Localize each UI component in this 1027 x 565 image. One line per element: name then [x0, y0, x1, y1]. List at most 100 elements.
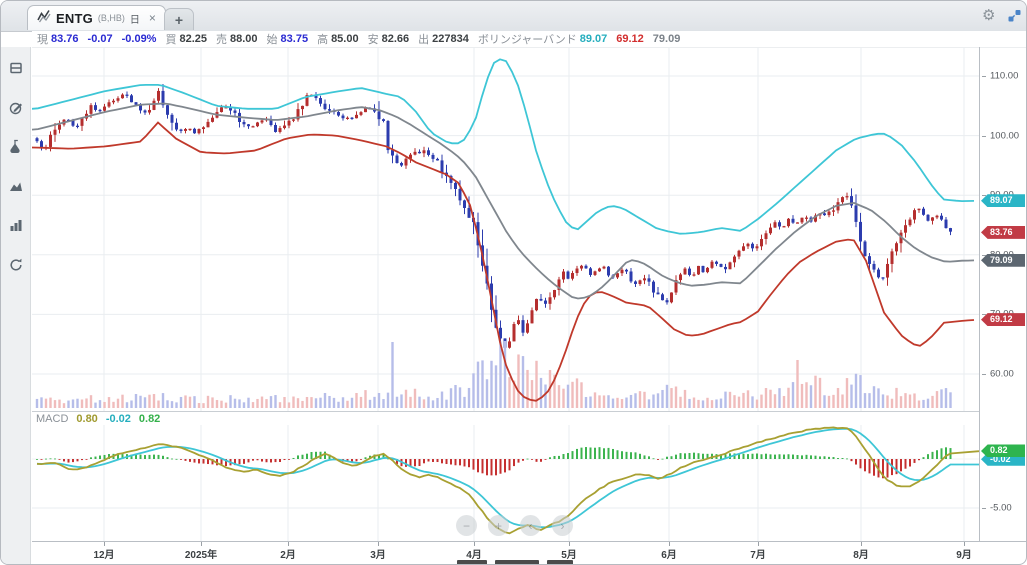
- tab-bar: ENTG (B,HB) 日 × + ⚙: [1, 1, 1026, 32]
- price-axis-tick-label: 60.00: [990, 368, 1014, 380]
- time-axis-tick: [104, 542, 105, 546]
- pan-right-button[interactable]: ›: [552, 515, 573, 536]
- quote-item: ボリンジャーバンド 89.07: [478, 31, 607, 47]
- tab-entg[interactable]: ENTG (B,HB) 日 ×: [27, 5, 166, 30]
- macd-tag: 0.82: [981, 444, 1025, 458]
- price-axis-tick: [982, 76, 986, 77]
- tab-meta: (B,HB): [97, 13, 125, 23]
- quote-item: 買 82.25: [165, 31, 207, 47]
- volume-icon: [10, 220, 22, 231]
- price-axis-tick-label: 100.00: [990, 130, 1020, 142]
- main-chart-canvas[interactable]: [32, 47, 979, 411]
- time-axis-tick: [569, 542, 570, 546]
- quote-item: 現 83.76: [37, 31, 79, 47]
- macd-legend: MACD 0.80 -0.02 0.82: [36, 412, 160, 425]
- time-axis-tick: [378, 542, 379, 546]
- time-axis-tick: [861, 542, 862, 546]
- time-axis-tick: [474, 542, 475, 546]
- time-axis-tick-label: 5月: [561, 550, 577, 561]
- time-axis-tick-label: 2025年: [184, 550, 218, 561]
- timeframe-icon: [10, 62, 22, 74]
- price-axis-tick: [982, 314, 986, 316]
- time-axis-tick: [201, 542, 202, 546]
- zoom-in-button[interactable]: +: [488, 515, 509, 536]
- fullscreen-icon[interactable]: [1007, 9, 1022, 28]
- price-axis-tick: [982, 374, 986, 375]
- draw-tool-button[interactable]: [5, 97, 27, 119]
- price-axis-tick: [982, 135, 986, 137]
- tab-timeframe: 日: [129, 14, 140, 26]
- quote-item: -0.07: [88, 33, 113, 45]
- refresh-tool-button[interactable]: [5, 254, 27, 276]
- clipped-text-fragment: [457, 560, 487, 564]
- settings-gear-icon[interactable]: ⚙: [982, 7, 996, 24]
- chart-logo-icon: [37, 9, 51, 28]
- zoom-out-button[interactable]: −: [456, 515, 477, 536]
- time-axis-tick-label: 2月: [280, 550, 296, 561]
- indicators-icon: [10, 139, 20, 153]
- time-axis-tick-label: 8月: [853, 550, 869, 561]
- time-axis-tick-label: 9月: [956, 550, 972, 561]
- quote-item-label: 買: [165, 34, 177, 46]
- quote-item-label: 売: [216, 34, 227, 46]
- price-axis-tick: [982, 254, 986, 256]
- quote-item-value: 79.09: [652, 33, 681, 45]
- left-toolbar: [1, 47, 31, 564]
- price-tag: 83.76: [981, 225, 1025, 239]
- quote-item-label: 現: [37, 34, 48, 46]
- time-axis-tick-label: 3月: [370, 550, 386, 561]
- price-axis-tick-label: 110.00: [990, 70, 1019, 82]
- time-axis-tick: [758, 542, 759, 546]
- time-axis-tick: [288, 542, 289, 546]
- quote-item: 79.09: [653, 33, 681, 45]
- quote-item-value: 85.00: [331, 33, 359, 45]
- price-axis-tick: [982, 508, 986, 509]
- time-axis-tick: [964, 542, 965, 546]
- quote-item-value: 82.25: [179, 33, 207, 45]
- pan-left-button[interactable]: ‹: [520, 515, 541, 536]
- price-tag: 69.12: [981, 313, 1025, 327]
- quote-item-value: -0.09%: [121, 33, 157, 45]
- volume-tool-button[interactable]: [5, 214, 27, 236]
- quote-item: 高 85.00: [317, 31, 359, 47]
- time-axis-tick-label: 4月: [466, 550, 482, 561]
- price-axis-tick: [982, 195, 986, 197]
- new-tab-button[interactable]: +: [164, 8, 194, 30]
- refresh-icon: [10, 258, 22, 271]
- time-axis-tick: [669, 542, 670, 546]
- quote-item: 69.12: [616, 33, 644, 45]
- clipped-text-fragment: [495, 560, 539, 564]
- quote-item-value: 83.75: [280, 33, 309, 45]
- quote-item-label: 安: [367, 34, 379, 46]
- macd-label: MACD: [36, 412, 69, 425]
- tab-close-icon[interactable]: ×: [148, 11, 156, 25]
- price-tag: 79.09: [981, 253, 1025, 267]
- macd-legend-value: 0.80: [76, 412, 98, 425]
- quote-item: -0.09%: [122, 33, 157, 45]
- timeframe-tool-button[interactable]: [5, 57, 27, 79]
- macd-legend-value: -0.02: [105, 412, 131, 425]
- quote-item-value: 227834: [432, 33, 469, 45]
- price-tag: 89.07: [981, 194, 1025, 208]
- panel-separator: [32, 411, 979, 412]
- draw-icon: [9, 102, 22, 115]
- quote-item: 出 227834: [418, 31, 469, 47]
- chart-style-icon: [10, 182, 22, 191]
- quote-item-label: 高: [317, 34, 329, 46]
- quote-item-value: 88.00: [230, 33, 258, 45]
- quote-bar: 現 83.76 -0.07 -0.09% 買 82.25 売 88.00 始 83.75 高 85.0…: [32, 31, 1026, 48]
- quote-item-value: 82.66: [381, 33, 410, 45]
- quote-item-label: 始: [266, 34, 278, 46]
- price-axis[interactable]: 110.00100.0090.0080.0070.0060.00-5.0089.…: [979, 47, 1026, 541]
- chart-style-tool-button[interactable]: [5, 175, 27, 197]
- tab-symbol: ENTG: [56, 10, 93, 26]
- quote-item: 売 88.00: [216, 31, 258, 47]
- quote-item: 始 83.75: [267, 31, 309, 47]
- quote-item-value: 69.12: [616, 33, 644, 45]
- indicators-tool-button[interactable]: [5, 135, 27, 157]
- clipped-text-fragment: [547, 560, 573, 564]
- quote-item-value: -0.07: [87, 33, 113, 45]
- time-axis-tick-label: 12月: [93, 550, 115, 561]
- quote-item-value: 83.76: [51, 33, 79, 45]
